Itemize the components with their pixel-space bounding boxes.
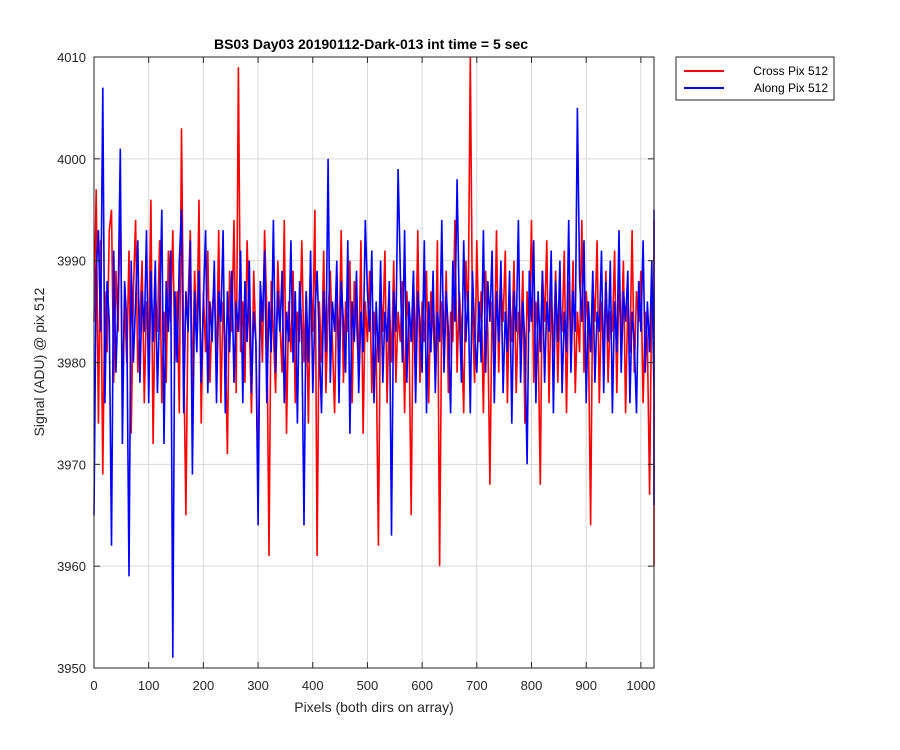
y-tick-label: 4000 xyxy=(57,152,86,167)
legend: Cross Pix 512 Along Pix 512 xyxy=(675,56,835,101)
x-tick-label: 200 xyxy=(193,678,215,693)
y-axis-label: Signal (ADU) @ pix 512 xyxy=(31,287,47,436)
x-tick-label: 0 xyxy=(90,678,97,693)
y-tick-label: 3960 xyxy=(57,559,86,574)
x-axis-label: Pixels (both dirs on array) xyxy=(294,699,454,715)
y-tick-label: 3950 xyxy=(57,661,86,676)
x-tick-label: 600 xyxy=(411,678,433,693)
y-tick-label: 3970 xyxy=(57,457,86,472)
x-axis: 0 100 200 300 400 500 600 700 800 900 1000 xyxy=(90,57,655,693)
x-tick-label: 1000 xyxy=(626,678,655,693)
x-tick-label: 700 xyxy=(466,678,488,693)
y-tick-label: 3980 xyxy=(57,356,86,371)
x-tick-label: 300 xyxy=(247,678,269,693)
legend-box xyxy=(675,56,835,101)
series-line-along-pix-512 xyxy=(93,87,655,658)
y-axis: 3950 3960 3970 3980 3990 4000 4010 xyxy=(57,50,654,676)
y-tick-label: 3990 xyxy=(57,254,86,269)
y-tick-label: 4010 xyxy=(57,50,86,65)
x-tick-label: 800 xyxy=(521,678,543,693)
x-tick-label: 100 xyxy=(138,678,160,693)
x-tick-label: 900 xyxy=(575,678,597,693)
x-tick-label: 500 xyxy=(357,678,379,693)
legend-label-along: Along Pix 512 xyxy=(754,81,828,95)
x-tick-label: 400 xyxy=(302,678,324,693)
legend-label-cross: Cross Pix 512 xyxy=(753,64,828,78)
chart-title: BS03 Day03 20190112-Dark-013 int time = … xyxy=(214,36,528,52)
